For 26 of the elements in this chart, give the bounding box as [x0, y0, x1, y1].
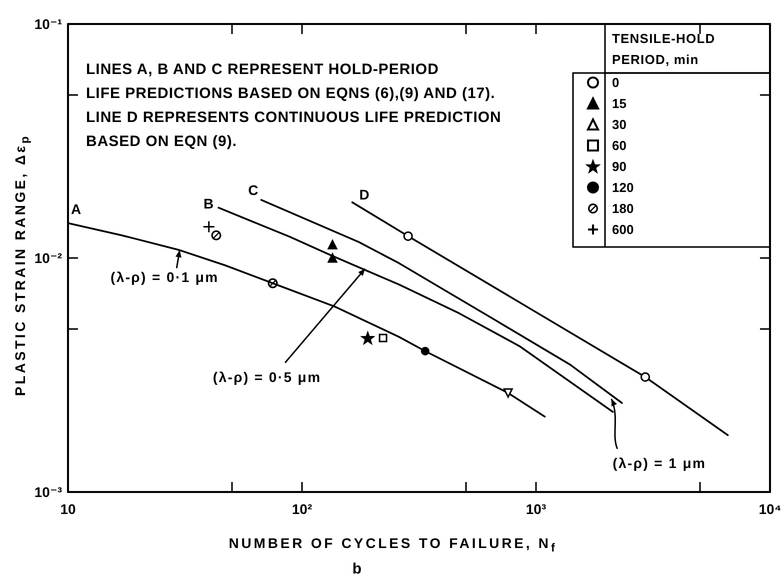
legend-label: 180	[612, 201, 634, 216]
x-tick-label: 10	[60, 501, 76, 517]
legend-title: TENSILE-HOLD PERIOD, min	[612, 30, 716, 69]
legend-label: 90	[612, 159, 626, 174]
series-label: A	[70, 201, 82, 218]
series-label: B	[203, 196, 214, 212]
legend-label: 60	[612, 138, 626, 153]
text: b	[352, 560, 362, 578]
series-label: C	[248, 182, 258, 198]
legend-label: 15	[612, 96, 626, 111]
x-tick-label: 10⁴	[758, 501, 782, 517]
y-tick-label: 10⁻³	[34, 484, 62, 500]
legend-label: 600	[612, 222, 634, 237]
x-axis-title: NUMBER OF CYCLES TO FAILURE, N$_{f}$	[228, 534, 558, 556]
annotation: LINES A, B AND C REPRESENT HOLD-PERIOD LIFE PREDICTIONS BASED ON EQNS (6),(9) AND (17). LINE D REPRESENTS CONTINUOUS LIFE PREDICTION BASED ON EQN (9).	[86, 60, 502, 152]
annotation: (λ-ρ) = 0·1 μm	[110, 269, 219, 286]
legend-label: 30	[612, 117, 626, 132]
series-label: D	[359, 186, 370, 202]
y-tick-label: 10⁻¹	[34, 16, 62, 32]
x-tick-label: 10²	[292, 501, 312, 517]
annotation: (λ-ρ) = 1 μm	[612, 454, 706, 471]
legend-label: 0	[612, 75, 620, 90]
x-tick-label: 10³	[526, 501, 546, 517]
y-tick-label: 10⁻²	[34, 250, 62, 266]
legend-label: 120	[612, 180, 634, 195]
annotation: (λ-ρ) = 0·5 μm	[212, 368, 322, 385]
